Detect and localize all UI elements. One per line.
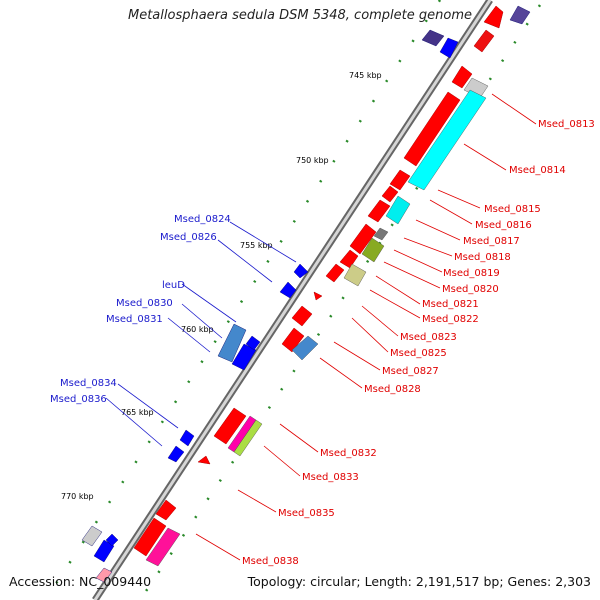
gene-arrow — [93, 539, 115, 563]
gene-arrow — [133, 517, 167, 557]
gene-block — [421, 29, 445, 47]
gene-label: Msed_0832 — [320, 448, 377, 459]
gene-arrow — [313, 291, 323, 301]
gene-arrow — [105, 533, 119, 547]
gene-arrow — [473, 29, 495, 53]
gene-arrow — [245, 335, 261, 351]
genome-summary: Topology: circular; Length: 2,191,517 bp… — [247, 574, 591, 589]
gene-label: Msed_0817 — [463, 236, 520, 247]
left-leaders — [105, 221, 297, 447]
gene-block — [385, 195, 411, 225]
genome-backbone — [92, 0, 493, 600]
gene-label: Msed_0823 — [400, 332, 457, 343]
gene-arrow — [451, 65, 473, 89]
right-leaders — [195, 93, 537, 561]
gene-block — [233, 419, 263, 457]
tick-label: 760 kbp — [181, 325, 214, 334]
gene-label: Msed_0813 — [538, 119, 595, 130]
gene-block — [407, 89, 487, 191]
gene-label: Msed_0818 — [454, 252, 511, 263]
gene-block — [509, 5, 531, 25]
gene-arrow — [167, 445, 185, 463]
gene-label: Msed_0838 — [242, 556, 299, 567]
tick-label: 765 kbp — [121, 408, 154, 417]
gene-block — [145, 527, 181, 567]
gene-label: Msed_0831 — [106, 314, 163, 325]
gene-block — [373, 227, 389, 241]
gene-label: Msed_0835 — [278, 508, 335, 519]
gene-block — [81, 525, 103, 547]
gene-arrow — [155, 499, 177, 521]
gene-arrow — [231, 343, 257, 371]
gene-arrow — [179, 429, 195, 447]
gene-label: Msed_0824 — [174, 214, 231, 225]
reverse-features — [81, 5, 531, 583]
gene-arrow — [325, 263, 345, 283]
gene-arrow — [293, 263, 309, 279]
accession-text: Accession: NC_009440 — [9, 574, 152, 589]
gene-label: Msed_0834 — [60, 378, 117, 389]
gene-label: Msed_0830 — [116, 298, 173, 309]
gene-label: Msed_0827 — [382, 366, 439, 377]
gene-label: Msed_0820 — [442, 284, 499, 295]
category-blocks — [145, 77, 489, 567]
tick-track-inner — [53, 0, 442, 586]
gene-arrow — [197, 455, 211, 465]
gene-label: Msed_0819 — [443, 268, 500, 279]
tick-label: 745 kbp — [349, 71, 382, 80]
gene-arrow — [339, 249, 359, 269]
gene-block — [343, 263, 367, 287]
gene-arrow — [279, 281, 297, 299]
gene-label: Msed_0826 — [160, 232, 217, 243]
gene-label: Msed_0828 — [364, 384, 421, 395]
gene-label: Msed_0836 — [50, 394, 107, 405]
gene-arrow — [403, 91, 461, 167]
gene-block — [291, 335, 319, 361]
gene-arrow — [367, 199, 391, 223]
gene-label: Msed_0816 — [475, 220, 532, 231]
gene-arrow — [381, 185, 399, 203]
gene-label: Msed_0822 — [422, 314, 479, 325]
gene-label: Msed_0821 — [422, 299, 479, 310]
gene-label: Msed_0815 — [484, 204, 541, 215]
tick-label: 755 kbp — [240, 241, 273, 250]
gene-arrow — [439, 37, 459, 59]
gene-arrow — [281, 327, 305, 353]
gene-block — [95, 567, 113, 583]
gene-block — [361, 237, 385, 263]
map-title: Metallosphaera sedula DSM 5348, complete… — [127, 8, 473, 23]
gene-label: leuD — [162, 280, 185, 291]
gene-label: Msed_0814 — [509, 165, 566, 176]
gene-label: Msed_0833 — [302, 472, 359, 483]
tick-label: 750 kbp — [296, 156, 329, 165]
gene-label: Msed_0825 — [390, 348, 447, 359]
gene-arrow — [213, 407, 247, 445]
gene-arrow — [483, 5, 504, 29]
gene-arrow — [349, 223, 377, 255]
forward-features — [133, 5, 504, 557]
gene-arrow — [389, 169, 411, 191]
tick-label: 770 kbp — [61, 492, 94, 501]
gene-block — [217, 323, 247, 363]
gene-arrow — [291, 305, 313, 327]
